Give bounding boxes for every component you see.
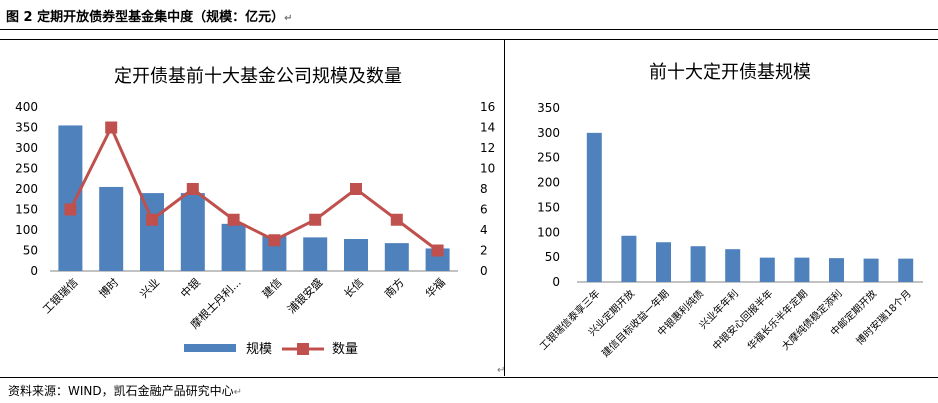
line-point bbox=[64, 203, 77, 216]
bar bbox=[898, 258, 914, 282]
x-tick-label: 工银瑞信泰享三年 bbox=[537, 287, 603, 353]
line-point bbox=[309, 213, 322, 226]
y-tick-label: 100 bbox=[537, 225, 560, 239]
x-tick-label: 工银瑞信 bbox=[40, 275, 81, 316]
y-tick-label-right: 4 bbox=[480, 223, 488, 237]
line-point bbox=[227, 213, 240, 226]
chart-company-scale-count: 定开债基前十大基金公司规模及数量 05010015020025030035040… bbox=[15, 66, 504, 376]
line-point bbox=[390, 213, 403, 226]
chart-top-border bbox=[0, 39, 938, 40]
y-tick-label-right: 2 bbox=[480, 244, 488, 258]
x-tick-label: 中银 bbox=[177, 275, 202, 300]
chart-title: 前十大定开债基规模 bbox=[649, 62, 811, 83]
y-tick-label-right: 12 bbox=[480, 141, 495, 155]
bar-series bbox=[577, 132, 923, 283]
x-tick-label: 南方 bbox=[381, 275, 406, 300]
y-tick-label-right: 10 bbox=[480, 162, 495, 176]
bar bbox=[58, 125, 83, 271]
source-text: 资料来源：WIND，凯石金融产品研究中心 bbox=[8, 384, 234, 398]
line-point bbox=[146, 213, 158, 226]
bar-series bbox=[50, 125, 458, 272]
x-tick-label: 博时 bbox=[97, 276, 122, 301]
line-point bbox=[350, 183, 362, 195]
x-tick-label: 华福 bbox=[422, 275, 447, 300]
y-tick-label-right: 0 bbox=[480, 264, 488, 278]
y-tick-label: 250 bbox=[537, 151, 560, 165]
legend-marker bbox=[297, 343, 309, 355]
line-point bbox=[268, 234, 281, 247]
bar bbox=[221, 223, 246, 271]
x-tick-label: 浦银安盛 bbox=[284, 275, 325, 316]
line-series bbox=[64, 121, 444, 257]
legend-swatch-bar bbox=[184, 344, 236, 352]
bar bbox=[621, 235, 637, 282]
y-tick-label: 350 bbox=[537, 101, 560, 115]
y-tick-label: 300 bbox=[537, 126, 560, 140]
y-tick-label: 200 bbox=[537, 176, 560, 190]
bar bbox=[656, 242, 671, 282]
figure-caption: 图 2 定期开放债券型基金集中度（规模：亿元）↵ bbox=[6, 6, 293, 25]
x-tick-label: 建信 bbox=[259, 275, 284, 300]
bottom-rule bbox=[0, 377, 938, 378]
y-tick-label: 350 bbox=[15, 121, 38, 135]
y-tick-label: 300 bbox=[15, 141, 38, 155]
bar bbox=[384, 243, 409, 271]
y-tick-label: 100 bbox=[15, 223, 38, 237]
line-point bbox=[431, 244, 444, 257]
bar bbox=[794, 257, 810, 282]
paragraph-mark: ↵ bbox=[284, 13, 293, 24]
x-tick-label: 长信 bbox=[341, 276, 366, 301]
legend-label: 数量 bbox=[332, 342, 358, 357]
y-tick-label: 150 bbox=[537, 200, 560, 214]
y-axis: 0 50 100 150 200 250 300 350 bbox=[537, 101, 560, 289]
count-line bbox=[69, 123, 439, 252]
y-tick-label: 50 bbox=[545, 250, 560, 264]
bar bbox=[690, 246, 706, 282]
y-tick-label: 200 bbox=[15, 182, 38, 196]
bar bbox=[344, 239, 368, 271]
line-point bbox=[105, 121, 118, 134]
x-axis-labels: 工银瑞信泰享三年兴业定期开放建信目标收益一年期中银惠利纯债兴业年年利中银安心回报… bbox=[537, 287, 914, 360]
x-tick-label: 兴业 bbox=[137, 276, 162, 301]
y-tick-label: 250 bbox=[15, 162, 38, 176]
bar bbox=[140, 193, 164, 271]
source-note: 资料来源：WIND，凯石金融产品研究中心↵ bbox=[8, 382, 242, 399]
bar bbox=[863, 258, 879, 282]
chart-top10-fund-scale: 前十大定开债基规模 0 50 100 150 200 250 300 350 工银瑞信泰享三年… bbox=[537, 62, 923, 360]
bar bbox=[99, 186, 124, 271]
bar bbox=[759, 257, 775, 282]
y-tick-label-right: 8 bbox=[480, 182, 488, 196]
top-rule bbox=[0, 29, 938, 30]
paragraph-mark: ↵ bbox=[233, 387, 243, 398]
y-tick-label-right: 6 bbox=[480, 203, 488, 217]
y-tick-label-right: 14 bbox=[480, 121, 495, 135]
bar bbox=[303, 237, 328, 271]
bar bbox=[725, 249, 741, 282]
paragraph-mark: ↵ bbox=[497, 365, 504, 376]
chart-divider bbox=[504, 40, 505, 376]
chart-legend: 规模 数量 bbox=[184, 342, 358, 357]
y-tick-label: 150 bbox=[15, 203, 38, 217]
caption-text: 图 2 定期开放债券型基金集中度（规模：亿元） bbox=[6, 10, 285, 25]
chart-title: 定开债基前十大基金公司规模及数量 bbox=[114, 66, 402, 87]
bar bbox=[586, 132, 602, 282]
legend-label: 规模 bbox=[246, 342, 272, 357]
x-tick-label: 中银安心回报半年 bbox=[710, 287, 776, 353]
y-axis-right: 0 2 4 6 8 10 12 14 16 bbox=[480, 100, 495, 278]
x-tick-label: 华福长乐半年定期 bbox=[744, 287, 810, 353]
y-axis-left: 0 50 100 150 200 250 300 350 400 bbox=[15, 100, 38, 278]
x-tick-label: 大摩纯债稳定添利 bbox=[779, 287, 845, 353]
bar bbox=[180, 193, 205, 271]
y-tick-label: 50 bbox=[23, 244, 38, 258]
bar bbox=[829, 258, 844, 282]
y-tick-label: 0 bbox=[552, 275, 560, 289]
y-tick-label: 0 bbox=[30, 264, 38, 278]
y-tick-label-right: 16 bbox=[480, 100, 495, 114]
y-tick-label: 400 bbox=[15, 100, 38, 114]
line-point bbox=[186, 183, 199, 195]
x-tick-label: 博时安瑞18个月 bbox=[853, 287, 914, 348]
